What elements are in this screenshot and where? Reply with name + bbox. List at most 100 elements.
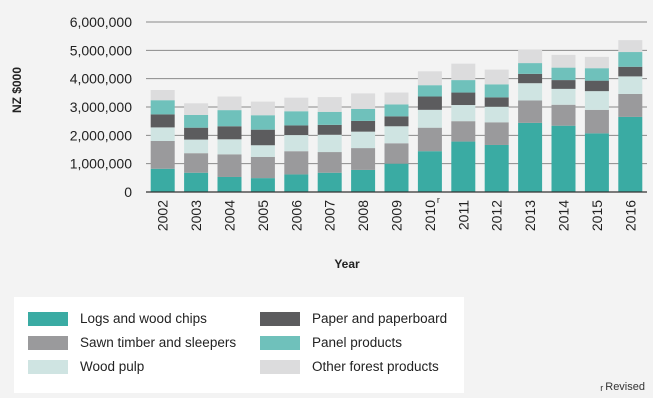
bar-segment	[584, 91, 609, 110]
x-tick-label: 2011	[455, 200, 471, 230]
bar-segment	[351, 93, 376, 109]
bar-segment	[250, 129, 275, 146]
bar-segment	[518, 83, 543, 101]
bar-segment	[284, 174, 309, 192]
legend-swatch	[260, 311, 300, 326]
y-tick-labels: 0 1,000,000 2,000,000 3,000,000 4,000,000 5,0…	[70, 14, 133, 200]
y-tick-label: 1,000,000	[70, 156, 132, 172]
revised-mark: r	[437, 195, 440, 205]
bar-segment	[451, 141, 476, 192]
bar-segment	[150, 168, 175, 192]
bar-segment	[451, 80, 476, 93]
y-tick-label: 6,000,000	[70, 14, 132, 30]
legend-label: Sawn timber and sleepers	[80, 335, 237, 350]
bar-segment	[618, 40, 643, 53]
bar-segment	[150, 114, 175, 128]
bar-segment	[551, 54, 576, 68]
bar-segment	[417, 85, 442, 97]
bar-segment	[618, 116, 643, 192]
bar-segment	[317, 152, 342, 173]
bar-segment	[551, 67, 576, 81]
bar-segment	[451, 92, 476, 106]
legend-swatch	[28, 335, 68, 350]
footnote: r Revised	[600, 381, 645, 393]
legend-label: Panel products	[312, 335, 403, 350]
bar-segment	[384, 163, 409, 192]
bar-segment	[618, 76, 643, 94]
legend-item: Sawn timber and sleepers	[28, 335, 236, 350]
legend-label: Paper and paperboard	[312, 311, 448, 326]
bar-segment	[351, 169, 376, 192]
bar-segment	[217, 110, 242, 127]
x-tick-label: 2007	[322, 200, 338, 231]
x-tick-label: 2010	[422, 200, 438, 231]
x-axis-label: Year	[334, 257, 360, 271]
bar-segment	[484, 144, 509, 192]
bar-segment	[317, 172, 342, 192]
bar-segment	[184, 114, 209, 128]
bar-segment	[451, 121, 476, 142]
x-tick-label: 2003	[188, 200, 204, 231]
bar-segment	[250, 178, 275, 192]
bar-segment	[351, 131, 376, 149]
bar-segment	[284, 111, 309, 126]
bar-segment	[184, 153, 209, 173]
bar-segment	[284, 151, 309, 175]
bar-segment	[518, 73, 543, 84]
x-tick-label: 2005	[255, 200, 271, 231]
bar-segment	[217, 176, 242, 192]
legend-swatch	[260, 335, 300, 350]
bar-segment	[184, 103, 209, 115]
bar-segment	[484, 69, 509, 85]
bar-segment	[384, 126, 409, 144]
legend-swatch	[260, 359, 300, 374]
bar-segment	[384, 104, 409, 117]
bar-segment	[217, 154, 242, 177]
legend-item: Paper and paperboard	[260, 311, 447, 326]
bar-segment	[317, 134, 342, 153]
bar-segment	[417, 96, 442, 110]
bar-segment	[317, 97, 342, 112]
bar-segment	[284, 135, 309, 152]
legend: Logs and wood chips Sawn timber and slee…	[14, 297, 464, 393]
bar-segment	[417, 71, 442, 86]
bar-segment	[551, 104, 576, 126]
bar-segment	[250, 101, 275, 116]
legend-label: Logs and wood chips	[80, 311, 207, 326]
bar-segment	[284, 125, 309, 136]
bar-segment	[484, 106, 509, 123]
bar-segment	[384, 143, 409, 164]
bar-segment	[150, 90, 175, 101]
legend-item: Logs and wood chips	[28, 311, 207, 326]
bar-segment	[284, 97, 309, 112]
bar-segment	[250, 156, 275, 179]
bar-segment	[618, 93, 643, 117]
bar-segment	[184, 172, 209, 192]
legend-label: Wood pulp	[80, 359, 145, 374]
bar-segment	[217, 139, 242, 155]
bar-segment	[351, 108, 376, 121]
bar-segment	[250, 115, 275, 130]
bar-segment	[518, 100, 543, 123]
x-tick-label: 2015	[589, 200, 605, 231]
legend-item: Wood pulp	[28, 359, 144, 374]
bar-segment	[484, 122, 509, 145]
legend-swatch	[28, 359, 68, 374]
legend-swatch	[28, 311, 68, 326]
bar-segment	[417, 151, 442, 192]
bar-segment	[518, 49, 543, 64]
legend-label: Other forest products	[312, 359, 439, 374]
x-tick-label: 2009	[389, 200, 405, 231]
bar-segment	[618, 66, 643, 77]
bar-segment	[250, 145, 275, 157]
bar-segment	[551, 125, 576, 192]
bar-segment	[217, 96, 242, 111]
y-tick-label: 5,000,000	[70, 42, 132, 58]
footnote-text: Revised	[605, 381, 645, 393]
bar-segment	[551, 88, 576, 105]
bar-segment	[351, 148, 376, 170]
bar-segment	[150, 141, 175, 169]
bar-segment	[317, 124, 342, 135]
y-tick-label: 4,000,000	[70, 71, 132, 87]
y-tick-label: 3,000,000	[70, 99, 132, 115]
